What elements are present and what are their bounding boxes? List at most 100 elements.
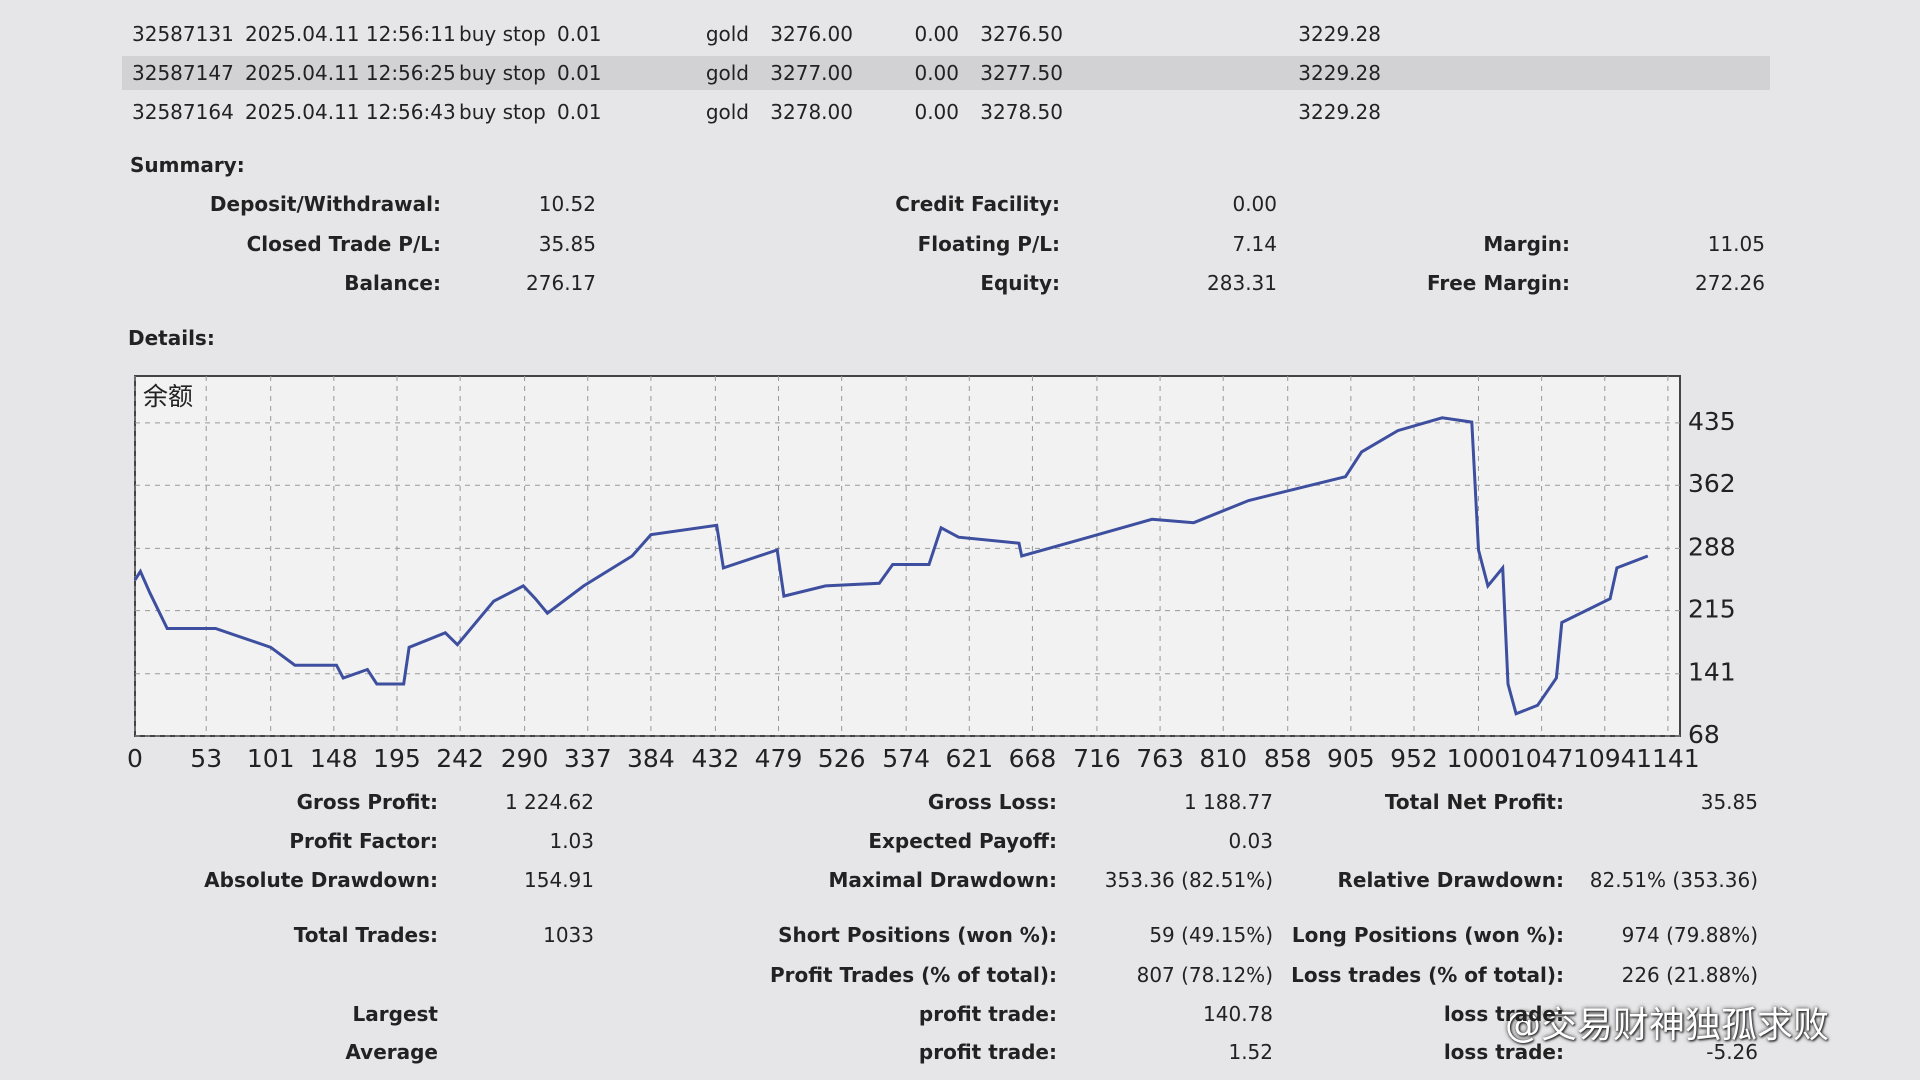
stat-value: 226 (21.88%): [1621, 963, 1758, 987]
stat-label: loss trade:: [1443, 1002, 1564, 1026]
table-cell: buy stop: [459, 22, 546, 46]
table-cell: 3276.00: [770, 22, 853, 46]
balance-line: [133, 416, 1649, 716]
x-tick-label: 621: [945, 744, 993, 773]
stat-label: Expected Payoff:: [868, 829, 1057, 853]
stat-value: 1 188.77: [1183, 790, 1273, 814]
stat-value: 82.51% (353.36): [1589, 868, 1758, 892]
summary-value: 10.52: [538, 192, 596, 216]
x-tick-label: 668: [1009, 744, 1057, 773]
x-tick-label: 290: [501, 744, 549, 773]
stat-value: -5.26: [1706, 1040, 1758, 1064]
x-tick-label: 53: [190, 744, 222, 773]
stat-label: Total Net Profit:: [1384, 790, 1564, 814]
summary-label: Closed Trade P/L:: [246, 232, 441, 256]
table-cell: 32587164: [132, 100, 234, 124]
table-cell: 2025.04.11 12:56:25: [245, 61, 456, 85]
table-cell: buy stop: [459, 61, 546, 85]
table-cell: 0.00: [914, 61, 959, 85]
x-tick-label: 763: [1136, 744, 1184, 773]
stat-label: Absolute Drawdown:: [204, 868, 438, 892]
stat-label: Gross Profit:: [296, 790, 438, 814]
x-tick-label: 526: [818, 744, 866, 773]
summary-label: Equity:: [980, 271, 1060, 295]
x-tick-label: 337: [564, 744, 612, 773]
y-tick-label: 362: [1688, 469, 1736, 498]
x-tick-label: 384: [627, 744, 675, 773]
plot-area: [134, 375, 1681, 737]
summary-label: Margin:: [1483, 232, 1570, 256]
table-cell: 0.01: [557, 61, 602, 85]
stat-label: Gross Loss:: [927, 790, 1057, 814]
x-tick-label: 432: [692, 744, 740, 773]
y-tick-label: 141: [1688, 658, 1736, 687]
summary-label: Credit Facility:: [895, 192, 1060, 216]
stat-value: 1 224.62: [504, 790, 594, 814]
x-tick-label: 479: [755, 744, 803, 773]
x-tick-label: 810: [1199, 744, 1247, 773]
x-tick-label: 0: [127, 744, 143, 773]
stat-label: profit trade:: [918, 1002, 1057, 1026]
stat-value: 807 (78.12%): [1136, 963, 1273, 987]
table-cell: 32587131: [132, 22, 234, 46]
stat-label: Largest: [352, 1002, 438, 1026]
stat-label: Relative Drawdown:: [1337, 868, 1564, 892]
y-tick-label: 288: [1688, 532, 1736, 561]
x-tick-label: 101: [247, 744, 295, 773]
x-tick-label: 242: [436, 744, 484, 773]
x-tick-label: 952: [1390, 744, 1438, 773]
summary-label: Floating P/L:: [917, 232, 1060, 256]
table-cell: 3229.28: [1298, 22, 1381, 46]
table-cell: 0.00: [914, 100, 959, 124]
stat-label: Short Positions (won %):: [778, 923, 1057, 947]
y-tick-label: 215: [1688, 595, 1736, 624]
stat-value: 35.85: [1700, 790, 1758, 814]
summary-value: 7.14: [1232, 232, 1277, 256]
stat-label: Maximal Drawdown:: [828, 868, 1057, 892]
x-tick-label: 574: [882, 744, 930, 773]
table-cell: 0.00: [914, 22, 959, 46]
summary-label: Deposit/Withdrawal:: [209, 192, 441, 216]
summary-label: Balance:: [344, 271, 441, 295]
stat-label: Profit Factor:: [289, 829, 438, 853]
summary-value: 11.05: [1707, 232, 1765, 256]
stat-value: 1.03: [549, 829, 594, 853]
x-tick-label: 148: [310, 744, 358, 773]
chart-title: 余额: [143, 382, 193, 411]
x-tick-label: 1047: [1510, 744, 1574, 773]
table-cell: gold: [705, 61, 749, 85]
watermark: @交易财神独孤求败: [1505, 1005, 1830, 1046]
summary-value: 35.85: [538, 232, 596, 256]
table-cell: 3277.50: [980, 61, 1063, 85]
stat-value: 140.78: [1203, 1002, 1273, 1026]
x-tick-label: 1000: [1447, 744, 1511, 773]
summary-value: 272.26: [1695, 271, 1765, 295]
table-cell: buy stop: [459, 100, 546, 124]
stat-value: 1033: [543, 923, 594, 947]
stat-label: Long Positions (won %):: [1291, 923, 1564, 947]
summary-value: 0.00: [1232, 192, 1277, 216]
table-cell: 3229.28: [1298, 100, 1381, 124]
table-cell: 2025.04.11 12:56:43: [245, 100, 456, 124]
x-tick-label: 1094: [1573, 744, 1637, 773]
table-cell: 2025.04.11 12:56:11: [245, 22, 456, 46]
stat-label: profit trade:: [918, 1040, 1057, 1064]
stat-value: 974 (79.88%): [1621, 923, 1758, 947]
x-tick-label: 1141: [1636, 744, 1700, 773]
details-title: Details:: [128, 326, 215, 350]
stat-value: 0.03: [1228, 829, 1273, 853]
table-cell: gold: [705, 22, 749, 46]
table-cell: 3278.50: [980, 100, 1063, 124]
table-cell: 0.01: [557, 100, 602, 124]
table-cell: 3276.50: [980, 22, 1063, 46]
table-cell: 3229.28: [1298, 61, 1381, 85]
summary-value: 283.31: [1207, 271, 1277, 295]
table-cell: 3278.00: [770, 100, 853, 124]
summary-label: Free Margin:: [1426, 271, 1570, 295]
stat-value: 154.91: [524, 868, 594, 892]
row-highlight: [122, 56, 1770, 90]
stat-label: Loss trades (% of total):: [1291, 963, 1564, 987]
summary-title: Summary:: [130, 153, 245, 177]
